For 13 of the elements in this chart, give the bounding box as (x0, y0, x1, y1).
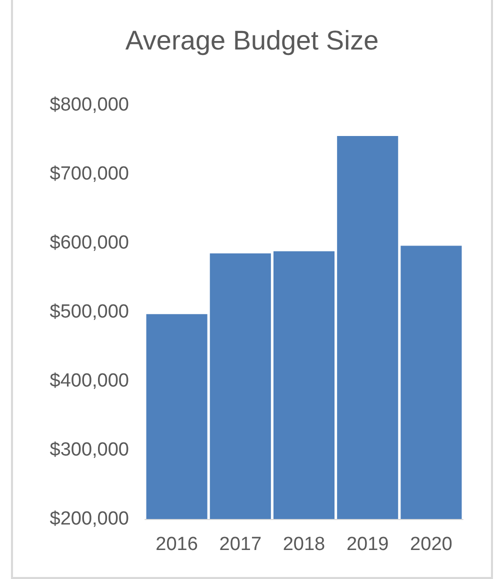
y-tick-label: $800,000 (50, 94, 129, 116)
y-tick-label: $700,000 (50, 164, 129, 184)
x-tick-label: 2017 (219, 534, 262, 555)
y-tick-label: $300,000 (50, 440, 129, 460)
y-tick-label: $200,000 (50, 508, 129, 530)
x-tick-label: 2016 (156, 534, 198, 555)
x-tick-label: 2020 (410, 534, 452, 555)
chart-title: Average Budget Size (125, 26, 379, 56)
y-tick-label: $600,000 (50, 232, 129, 254)
x-tick-label: 2019 (346, 534, 389, 555)
y-tick-label: $500,000 (50, 302, 129, 322)
x-tick-label: 2018 (282, 534, 326, 555)
y-tick-label: $400,000 (50, 370, 129, 392)
